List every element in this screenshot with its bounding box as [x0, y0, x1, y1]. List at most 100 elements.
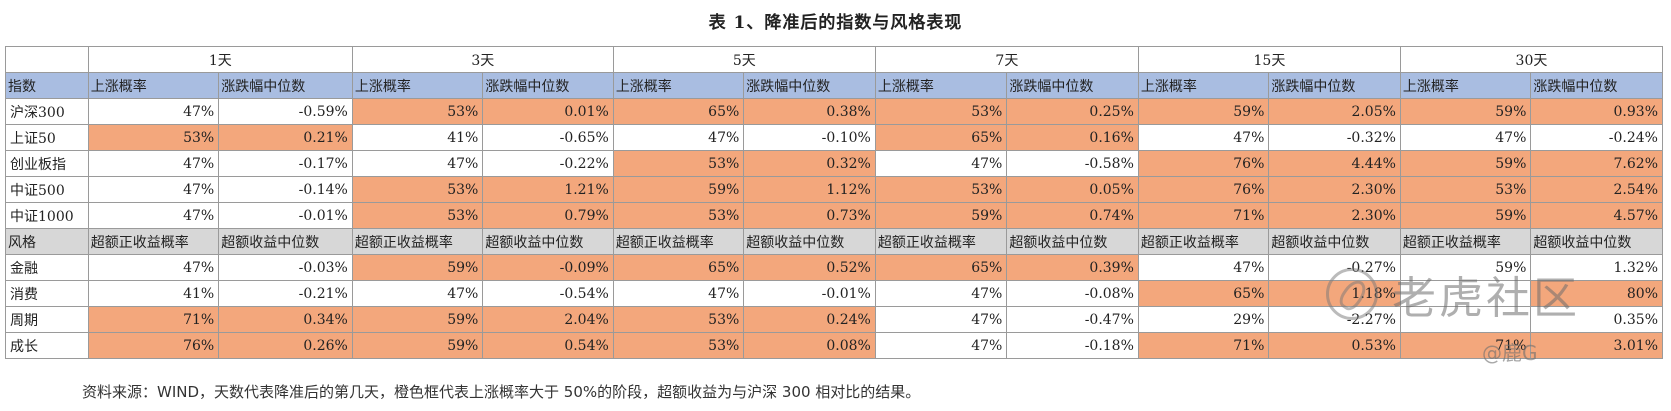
value-cell: 0.52%: [743, 254, 876, 281]
value-cell: 47%: [874, 332, 1008, 359]
value-cell: 47%: [87, 150, 220, 177]
value-cell: 2.54%: [1530, 176, 1663, 203]
period-header-row: 1天 3天 5天 7天 15天 30天: [5, 46, 1664, 73]
value-cell: 53%: [612, 332, 745, 359]
value-cell: -0.01%: [743, 280, 876, 307]
value-cell: 0.53%: [1268, 332, 1401, 359]
column-header: 超额正收益概率: [612, 228, 745, 255]
value-cell: 47%: [87, 254, 220, 281]
value-cell: 47%: [351, 280, 484, 307]
value-cell: 0.05%: [1006, 176, 1139, 203]
value-cell: 0.26%: [218, 332, 353, 359]
value-cell: 0.25%: [1006, 98, 1139, 125]
value-cell: 53%: [351, 98, 484, 125]
table-row: 中证500 47% -0.14% 53% 1.21% 59% 1.12% 53% 0.05% 76…: [5, 176, 1663, 203]
value-cell: 65%: [874, 254, 1008, 281]
row-label: 周期: [5, 306, 89, 333]
row-label: 中证1000: [5, 202, 89, 229]
value-cell: -0.22%: [482, 150, 614, 177]
value-cell: 59%: [1399, 150, 1532, 177]
value-cell: 47%: [351, 150, 484, 177]
value-cell: 3.01%: [1530, 332, 1663, 359]
row-label: 创业板指: [5, 150, 89, 177]
value-cell: -0.17%: [218, 150, 353, 177]
value-cell: 7.62%: [1530, 150, 1663, 177]
source-note: 资料来源：WIND，天数代表降准后的第几天，橙色框代表上涨概率大于 50%的阶段…: [82, 383, 921, 401]
column-header: 上涨概率: [612, 72, 745, 99]
column-header: 超额正收益概率: [1137, 228, 1270, 255]
style-header-row: 风格 超额正收益概率 超额收益中位数 超额正收益概率 超额收益中位数 超额正收益概率 超额收…: [5, 228, 1663, 255]
column-header: 超额收益中位数: [482, 228, 614, 255]
value-cell: 47%: [612, 280, 745, 307]
value-cell: 0.73%: [743, 202, 876, 229]
value-cell: 80%: [1530, 280, 1663, 307]
table-row: 沪深300 47% -0.59% 53% 0.01% 65% 0.38% 53% 0.25% 59…: [5, 98, 1663, 125]
value-cell: 0.21%: [218, 124, 353, 151]
value-cell: -0.32%: [1268, 124, 1401, 151]
column-header: 涨跌幅中位数: [1268, 72, 1401, 99]
value-cell: 0.16%: [1006, 124, 1139, 151]
value-cell: 4.44%: [1268, 150, 1401, 177]
value-cell: 41%: [351, 124, 484, 151]
row-label: 中证500: [5, 176, 89, 203]
value-cell: 53%: [87, 124, 220, 151]
value-cell: 0.24%: [743, 306, 876, 333]
value-cell: 59%: [351, 306, 484, 333]
value-cell: 0.79%: [482, 202, 614, 229]
column-header: 超额收益中位数: [1268, 228, 1401, 255]
row-label: 上证50: [5, 124, 89, 151]
column-header: 上涨概率: [874, 72, 1008, 99]
value-cell: 53%: [874, 176, 1008, 203]
column-header: 超额收益中位数: [743, 228, 876, 255]
value-cell: 47%: [874, 280, 1008, 307]
value-cell: 1.32%: [1530, 254, 1663, 281]
value-cell: 59%: [1137, 98, 1270, 125]
value-cell: 2.30%: [1268, 202, 1401, 229]
watermark: 老虎社区: [1326, 262, 1580, 326]
index-header-row: 指数 上涨概率 涨跌幅中位数 上涨概率 涨跌幅中位数 上涨概率 涨跌幅中位数 上涨概率 涨跌幅中…: [5, 72, 1663, 99]
value-cell: 1.21%: [482, 176, 614, 203]
column-header: 上涨概率: [1137, 72, 1270, 99]
value-cell: 47%: [87, 176, 220, 203]
value-cell: 0.54%: [482, 332, 614, 359]
value-cell: 53%: [874, 98, 1008, 125]
column-header: 涨跌幅中位数: [482, 72, 614, 99]
tiger-logo-icon: [1326, 268, 1378, 320]
index-label: 指数: [5, 72, 89, 99]
value-cell: 2.30%: [1268, 176, 1401, 203]
value-cell: -0.24%: [1530, 124, 1663, 151]
value-cell: -0.09%: [482, 254, 614, 281]
value-cell: 59%: [1399, 98, 1532, 125]
value-cell: -0.03%: [218, 254, 353, 281]
value-cell: 2.04%: [482, 306, 614, 333]
value-cell: 47%: [874, 306, 1008, 333]
column-header: 超额收益中位数: [218, 228, 353, 255]
value-cell: 53%: [612, 150, 745, 177]
value-cell: -0.18%: [1006, 332, 1139, 359]
table-row: 周期 71% 0.34% 59% 2.04% 53% 0.24% 47% -0.47% 29% -2…: [5, 306, 1663, 333]
value-cell: 0.34%: [218, 306, 353, 333]
row-label: 沪深300: [5, 98, 89, 125]
table-row: 成长 76% 0.26% 59% 0.54% 53% 0.08% 47% -0.18% 71% 0.…: [5, 332, 1663, 359]
value-cell: 76%: [1137, 150, 1270, 177]
column-header: 超额正收益概率: [1399, 228, 1532, 255]
value-cell: 41%: [87, 280, 220, 307]
value-cell: -0.14%: [218, 176, 353, 203]
value-cell: 71%: [87, 306, 220, 333]
column-header: 涨跌幅中位数: [1530, 72, 1663, 99]
value-cell: 0.32%: [743, 150, 876, 177]
value-cell: 0.93%: [1530, 98, 1663, 125]
value-cell: -0.58%: [1006, 150, 1139, 177]
period-header: 7天: [874, 46, 1139, 73]
table-row: 创业板指 47% -0.17% 47% -0.22% 53% 0.32% 47% -0.58% 7…: [5, 150, 1663, 177]
value-cell: 53%: [351, 176, 484, 203]
column-header: 上涨概率: [1399, 72, 1532, 99]
value-cell: 59%: [351, 332, 484, 359]
column-header: 上涨概率: [87, 72, 220, 99]
value-cell: 53%: [612, 202, 745, 229]
row-label: 消费: [5, 280, 89, 307]
value-cell: 59%: [351, 254, 484, 281]
value-cell: 29%: [1137, 306, 1270, 333]
value-cell: -0.54%: [482, 280, 614, 307]
value-cell: 0.74%: [1006, 202, 1139, 229]
